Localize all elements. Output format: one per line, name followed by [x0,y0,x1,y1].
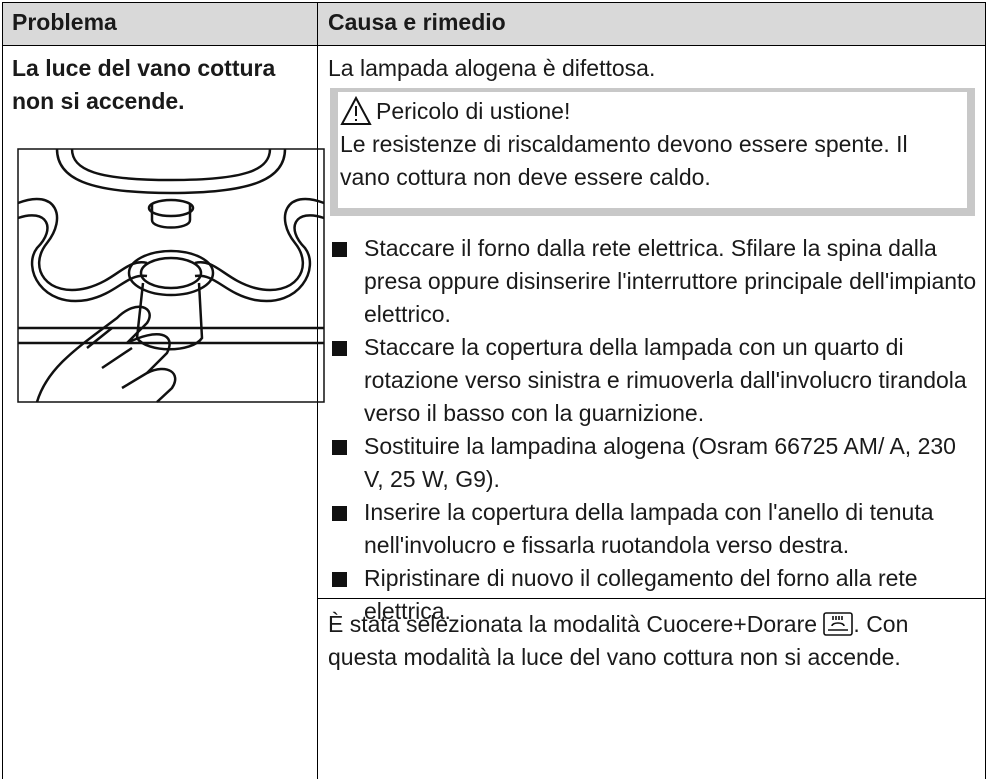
problem: La luce del vano cottura non si accende. [12,55,276,114]
step: Sostituire la lampadina alogena (Osram 6… [330,430,978,496]
illustration [17,148,325,403]
step: Ripristinare di nuovo il collegamento de… [330,562,978,628]
cause-text-part: . Con questa modalità la luce del vano c… [328,611,909,670]
border-top [2,2,986,3]
header-bg [2,2,985,45]
step: Inserire la copertura della lampada con … [330,496,978,562]
border-cause [317,598,985,599]
border-header [2,45,986,46]
warning-title: Pericolo di ustione! [376,98,571,124]
steps: Staccare il forno dalla rete elettrica. … [330,232,978,628]
warning-box [330,88,975,216]
header-cell: Causa e rimedio [328,9,506,35]
step: Staccare la copertura della lampada con … [330,331,978,430]
header-cell: Problema [12,9,117,35]
cause-text: È stata selezionata la modalità Cuocere+… [328,608,978,674]
border-right [985,2,986,779]
warning-text: Le resistenze di riscaldamento devono es… [340,131,908,190]
step: Staccare il forno dalla rete elettrica. … [330,232,978,331]
mode-icon [823,612,854,636]
cause-text-part: È stata selezionata la modalità Cuocere+… [328,611,818,637]
warning-icon [340,96,372,125]
border-left [2,2,3,779]
cause-text: La lampada alogena è difettosa. [328,55,656,81]
border-mid [317,2,318,779]
